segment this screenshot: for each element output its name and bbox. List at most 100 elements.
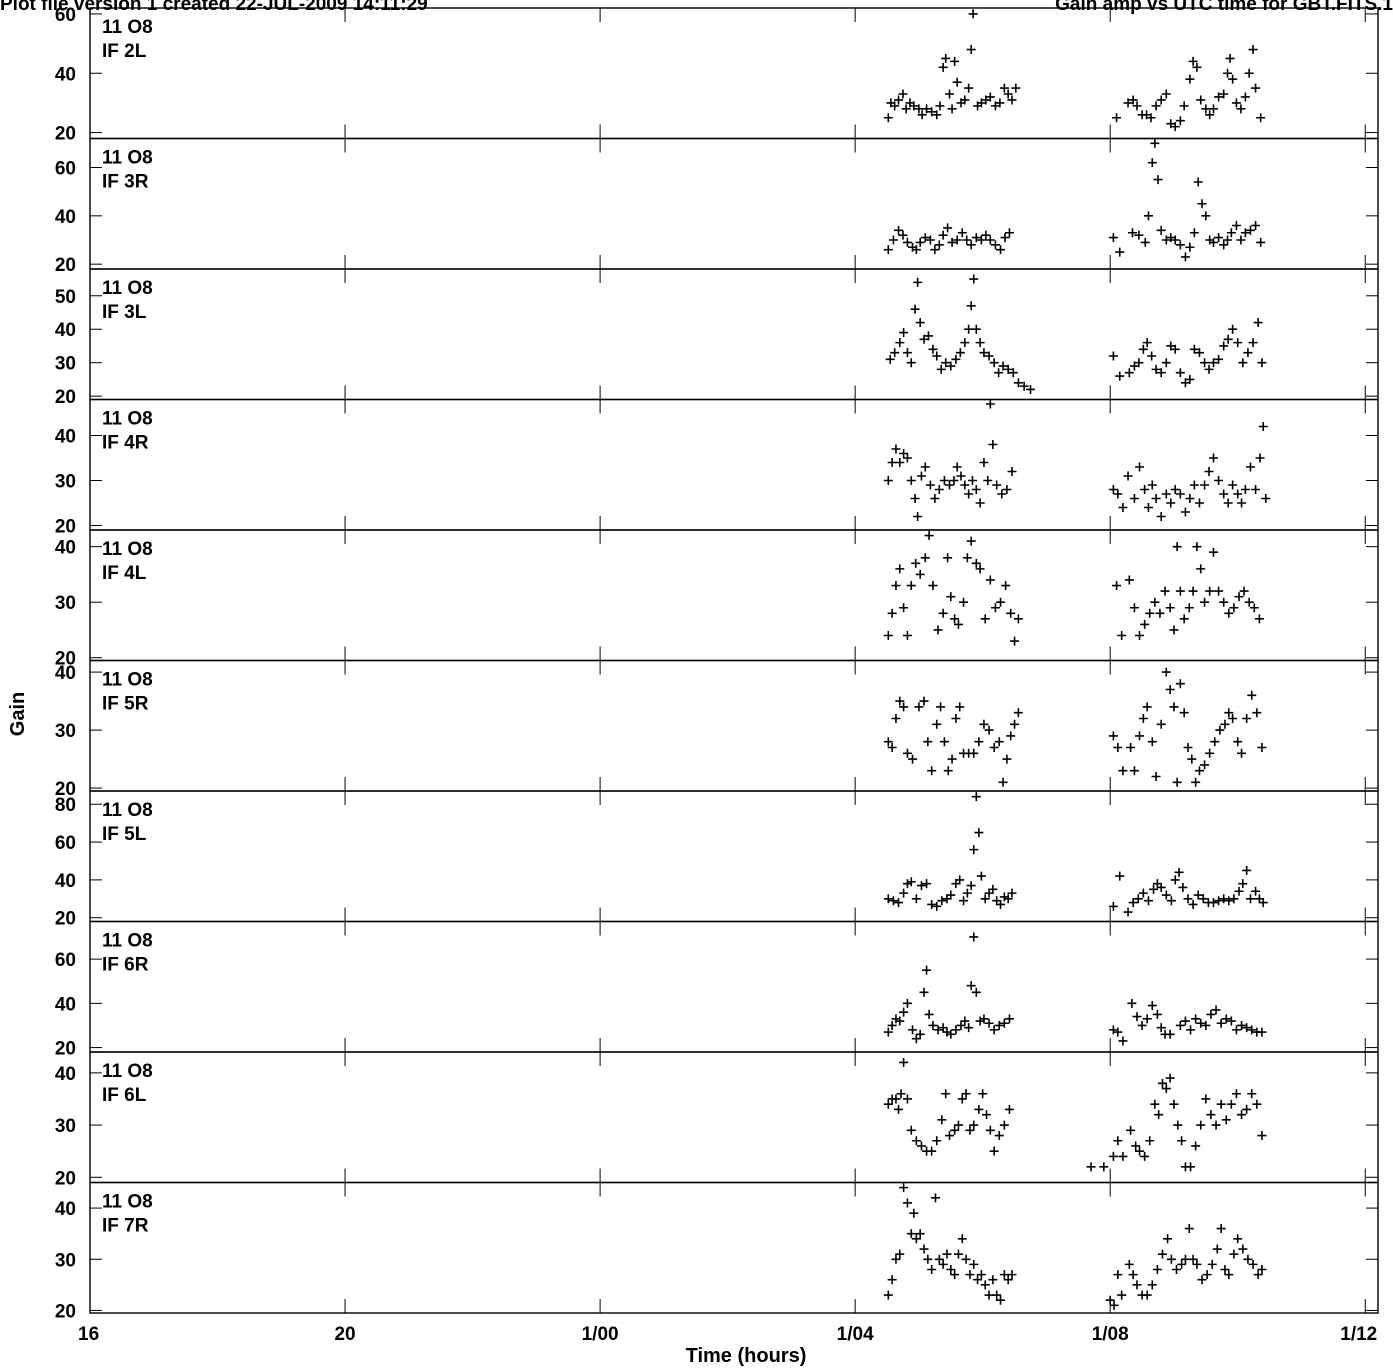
data-point bbox=[1161, 358, 1171, 368]
data-point bbox=[916, 471, 926, 481]
data-point bbox=[906, 358, 916, 368]
data-point bbox=[975, 498, 985, 508]
data-point bbox=[966, 536, 976, 546]
data-point bbox=[979, 1014, 989, 1024]
data-point bbox=[1201, 104, 1211, 114]
data-point bbox=[890, 348, 900, 358]
data-point bbox=[1220, 1265, 1230, 1274]
data-point bbox=[1143, 211, 1153, 221]
data-point bbox=[989, 1025, 999, 1035]
data-point bbox=[915, 569, 925, 579]
data-point bbox=[985, 92, 995, 102]
data-point bbox=[1152, 1009, 1162, 1019]
panel-frame bbox=[89, 790, 1379, 923]
data-point bbox=[985, 399, 995, 409]
data-point bbox=[985, 235, 995, 245]
data-point bbox=[1175, 489, 1185, 499]
data-point bbox=[1226, 1016, 1236, 1026]
panel-if-label: IF 4L bbox=[102, 563, 147, 584]
data-point bbox=[1175, 586, 1185, 596]
data-point bbox=[1002, 754, 1012, 764]
data-point bbox=[974, 1104, 984, 1114]
data-point bbox=[1254, 614, 1264, 624]
data-point bbox=[1137, 1020, 1147, 1030]
data-point bbox=[1257, 358, 1267, 368]
data-point bbox=[1234, 592, 1244, 602]
data-point bbox=[902, 348, 912, 358]
data-point bbox=[1229, 1249, 1239, 1259]
data-point bbox=[1118, 503, 1128, 512]
data-point bbox=[1212, 1244, 1222, 1254]
data-point bbox=[883, 631, 893, 641]
data-point bbox=[945, 1131, 955, 1141]
data-point bbox=[1160, 586, 1170, 596]
data-point bbox=[1006, 731, 1016, 741]
data-point bbox=[1174, 867, 1184, 877]
data-point bbox=[973, 1275, 983, 1285]
data-point bbox=[899, 1007, 909, 1017]
data-point bbox=[974, 737, 984, 747]
data-point bbox=[1155, 608, 1165, 618]
data-point bbox=[1140, 237, 1150, 247]
data-point bbox=[976, 235, 986, 245]
data-point bbox=[933, 1025, 943, 1035]
data-point bbox=[1157, 1249, 1167, 1259]
data-point bbox=[1007, 95, 1017, 105]
data-point bbox=[1192, 62, 1202, 72]
data-point bbox=[1210, 737, 1220, 747]
data-point bbox=[1197, 199, 1207, 209]
data-point bbox=[1147, 737, 1157, 747]
data-point bbox=[941, 358, 951, 368]
data-point bbox=[891, 444, 901, 454]
data-point bbox=[1165, 1029, 1175, 1039]
data-point bbox=[1237, 748, 1247, 758]
data-point bbox=[971, 233, 981, 243]
data-point bbox=[891, 581, 901, 591]
data-point bbox=[1243, 348, 1253, 358]
y-tick-label: 20 bbox=[55, 255, 76, 276]
data-point bbox=[1185, 374, 1195, 384]
data-point bbox=[899, 888, 909, 898]
data-point bbox=[1127, 998, 1137, 1008]
data-point bbox=[971, 324, 981, 334]
data-point bbox=[1242, 714, 1252, 723]
data-point bbox=[920, 553, 930, 563]
data-point bbox=[1124, 1259, 1134, 1269]
data-point bbox=[1253, 318, 1263, 328]
data-point bbox=[945, 480, 955, 490]
data-point bbox=[1013, 708, 1023, 718]
data-point bbox=[1008, 368, 1018, 378]
data-point bbox=[1170, 235, 1180, 245]
data-point bbox=[894, 95, 904, 105]
data-point bbox=[930, 245, 940, 255]
data-point bbox=[953, 1120, 963, 1130]
y-tick-label: 40 bbox=[55, 871, 76, 892]
data-point bbox=[951, 714, 961, 723]
data-point bbox=[971, 792, 981, 802]
data-point bbox=[915, 237, 925, 247]
data-point bbox=[938, 62, 948, 72]
data-point bbox=[1133, 894, 1143, 904]
data-point bbox=[1247, 690, 1257, 700]
data-point bbox=[1129, 494, 1139, 503]
data-point bbox=[950, 614, 960, 624]
data-point bbox=[1240, 92, 1250, 102]
data-point bbox=[937, 896, 947, 906]
data-point bbox=[961, 1089, 971, 1099]
data-point bbox=[975, 564, 985, 574]
data-point bbox=[1108, 1151, 1118, 1161]
data-point bbox=[969, 274, 979, 284]
data-point bbox=[915, 1029, 925, 1039]
data-point bbox=[1207, 1259, 1217, 1269]
data-point bbox=[915, 1229, 925, 1239]
data-point bbox=[1000, 233, 1010, 243]
data-point bbox=[915, 318, 925, 328]
data-point bbox=[1108, 351, 1118, 361]
data-point bbox=[1010, 719, 1020, 729]
data-point bbox=[946, 592, 956, 602]
data-point bbox=[1108, 485, 1118, 494]
data-point bbox=[890, 101, 900, 111]
data-point bbox=[1233, 489, 1243, 499]
data-point bbox=[1179, 614, 1189, 624]
